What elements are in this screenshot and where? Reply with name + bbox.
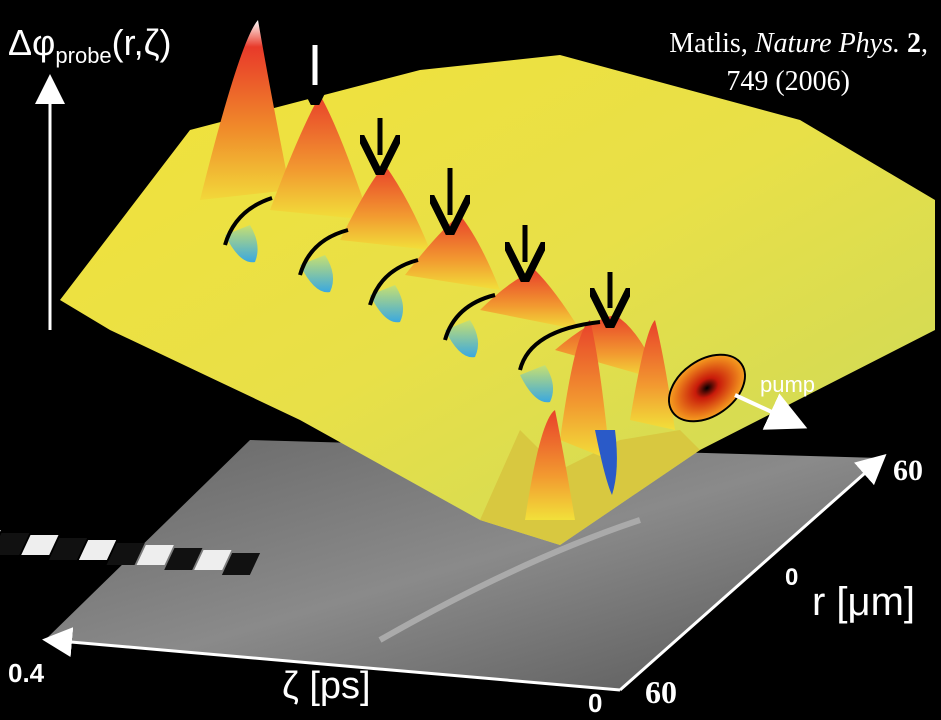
citation-author: Matlis, xyxy=(669,28,748,59)
y-label: Δφprobe(r,ζ) xyxy=(8,22,172,68)
zeta-label: ζ [ps] xyxy=(282,665,371,707)
y-label-args: (r,ζ) xyxy=(112,22,172,63)
y-label-symbol: Δφ xyxy=(8,22,55,63)
y-label-sub: probe xyxy=(55,43,111,68)
zeta-tick: 0.4 xyxy=(8,658,45,688)
pump-label: pump xyxy=(760,372,815,397)
citation-journal: Nature Phys. xyxy=(754,28,900,59)
r-tick: 60 xyxy=(645,674,677,710)
r-tick: 60 xyxy=(893,454,923,487)
citation-sep: , xyxy=(921,28,928,59)
figure: Δφprobe(r,ζ) Matlis, Nature Phys. 2, 749… xyxy=(0,0,941,720)
citation-pages: 749 (2006) xyxy=(726,66,850,97)
r-tick: 0 xyxy=(785,564,798,591)
citation-volume: 2 xyxy=(907,28,921,59)
citation: Matlis, Nature Phys. 2, xyxy=(669,28,928,59)
zeta-tick: 0 xyxy=(588,688,602,718)
r-label: r [μm] xyxy=(812,580,915,624)
